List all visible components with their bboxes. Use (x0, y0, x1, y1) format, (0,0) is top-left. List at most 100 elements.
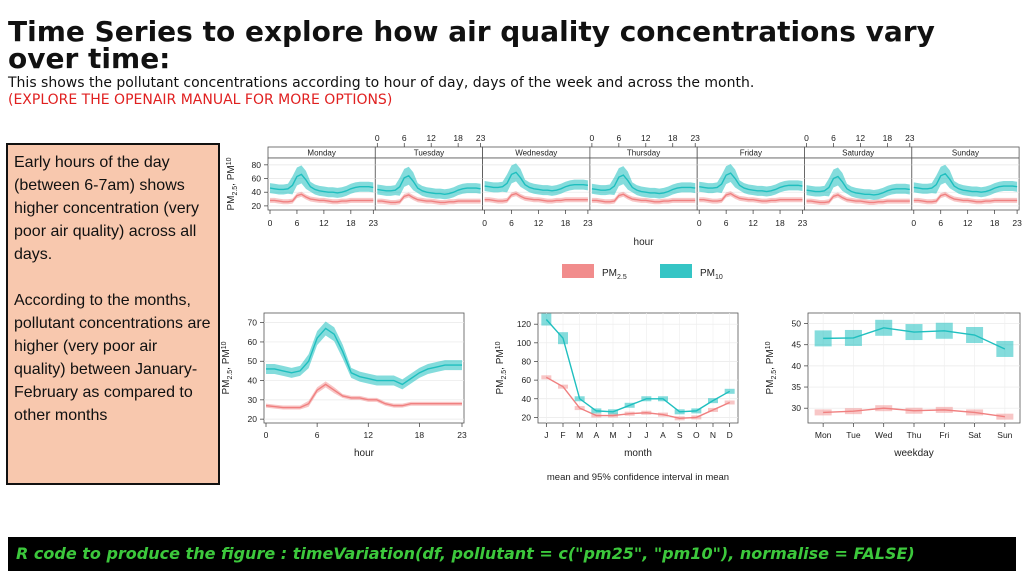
tick-label: J (644, 430, 648, 440)
tick-label: 0 (268, 218, 273, 228)
tick-label: 6 (509, 218, 514, 228)
tick-label: 0 (375, 133, 380, 143)
tick-label: 6 (616, 133, 621, 143)
tick-label: J (544, 430, 548, 440)
g-hour-pm25-line (265, 383, 462, 409)
r-code-bar: R code to produce the figure : timeVaria… (8, 537, 1016, 571)
top-pm25-line (591, 193, 696, 203)
tick-label: 12 (319, 218, 329, 228)
x-axis-ticks: 0 6 12 18 23 (804, 133, 915, 147)
x-axis-label: weekday (893, 448, 933, 459)
top-pm10-line (377, 174, 481, 195)
day-strip-label: Sunday (952, 149, 979, 158)
day-panel-wednesday: Wednesday 0 6 12 18 23 (482, 146, 593, 228)
tick-label: 0 (911, 218, 916, 228)
tick-label: Tue (846, 430, 861, 440)
top-pm10-line (806, 175, 910, 196)
g-month-pm10-line (545, 319, 731, 413)
tick-label: 40 (248, 376, 258, 386)
tick-label: 6 (724, 218, 729, 228)
observation-hours: Early hours of the day (between 6-7am) s… (14, 154, 199, 263)
tick-label: 12 (963, 218, 973, 228)
tick-label: Wed (875, 430, 893, 440)
day-panel-friday: Friday 0 6 12 18 23 (696, 146, 807, 228)
chart-legend: PM2.5 PM10 (562, 264, 723, 281)
day-strip-label: Tuesday (414, 149, 444, 158)
tick-label: 120 (517, 319, 531, 329)
tick-label: 18 (775, 218, 785, 228)
tick-label: 60 (248, 337, 258, 347)
y-axis-label: PM2.5, PM10 (495, 341, 508, 394)
page-title: Time Series to explore how air quality c… (8, 15, 935, 75)
weekday-panel: 30 35 40 45 50 Mon Tue Wed Thu Fri Sat Sun weekday PM… (765, 312, 1021, 459)
top-pm25-line (806, 194, 910, 204)
tick-label: 20 (522, 412, 532, 422)
top-pm25-line (377, 194, 481, 204)
tick-label: 0 (590, 133, 595, 143)
x-axis-ticks: 0 6 12 18 23 (268, 210, 378, 228)
top-pm25-line (484, 192, 588, 202)
tick-label: A (593, 430, 599, 440)
tick-label: 30 (248, 395, 258, 405)
tick-label: 80 (522, 356, 532, 366)
tick-label: 20 (252, 201, 262, 211)
r-code-text[interactable]: R code to produce the figure : timeVaria… (16, 544, 915, 563)
g-week-pm10-line (823, 327, 1006, 350)
top-pm10-line (913, 172, 1018, 193)
tick-label: 23 (905, 133, 915, 143)
x-axis: Mon Tue Wed Thu Fri Sat Sun (815, 423, 1013, 440)
tick-label: 12 (748, 218, 758, 228)
day-panel-saturday: Saturday 0 6 12 18 23 (804, 133, 915, 211)
x-axis-label: hour (354, 448, 375, 459)
tick-label: 0 (804, 133, 809, 143)
x-axis: 0 6 12 18 23 (264, 423, 467, 440)
x-axis-ticks: 0 6 12 18 23 (375, 133, 486, 147)
tick-label: Thu (907, 430, 922, 440)
tick-label: M (609, 430, 616, 440)
tick-label: 40 (792, 361, 802, 371)
time-variation-figure: Monday 0 6 12 18 23 Tuesday 0 6 12 18 23 Wednesday 0 6… (221, 133, 1022, 483)
day-strip-label: Saturday (842, 149, 874, 158)
tick-label: 0 (482, 218, 487, 228)
tick-label: 18 (883, 133, 893, 143)
legend-swatch-pm10 (660, 264, 692, 278)
x-axis-ticks: 0 6 12 18 23 (697, 210, 807, 228)
x-axis-ticks: 0 6 12 18 23 (911, 210, 1022, 228)
tick-label: 23 (1012, 218, 1022, 228)
tick-label: 70 (248, 318, 258, 328)
observations-box: Early hours of the day (between 6-7am) s… (6, 143, 220, 485)
y-axis-label: PM2.5, PM10 (226, 157, 239, 210)
panel-frame (537, 312, 739, 424)
tick-label: 18 (346, 218, 356, 228)
legend-swatch-pm25 (562, 264, 594, 278)
g-hour-pm10-ci-band (266, 321, 462, 390)
tick-label: 23 (690, 133, 700, 143)
tick-label: A (660, 430, 666, 440)
g-hour-pm10-line (266, 327, 462, 386)
tick-label: 12 (364, 430, 374, 440)
page-subtitle: This shows the pollutant concentrations … (8, 75, 755, 91)
tick-label: 45 (792, 340, 802, 350)
tick-label: N (710, 430, 716, 440)
tick-label: 35 (792, 382, 802, 392)
y-axis-label: PM2.5, PM10 (221, 341, 234, 394)
tick-label: 12 (856, 133, 866, 143)
tick-label: 12 (534, 218, 544, 228)
tick-label: 18 (453, 133, 463, 143)
day-strip-label: Friday (740, 149, 762, 158)
y-axis: 20 30 40 50 60 70 (248, 318, 264, 424)
day-panel-thursday: Thursday 0 6 12 18 23 (589, 133, 700, 211)
tick-label: J (628, 430, 632, 440)
tick-label: 18 (668, 133, 678, 143)
x-axis-ticks: 0 6 12 18 23 (590, 133, 700, 147)
x-axis-ticks: 0 6 12 18 23 (482, 210, 593, 228)
top-pm25-line (270, 193, 374, 203)
tick-label: 60 (522, 375, 532, 385)
tick-label: 18 (561, 218, 571, 228)
tick-label: S (677, 430, 683, 440)
tick-label: D (727, 430, 733, 440)
openair-manual-note: (EXPLORE THE OPENAIR MANUAL FOR MORE OPT… (8, 92, 393, 108)
day-strip-label: Thursday (627, 149, 660, 158)
top-pm10-line (484, 171, 589, 192)
